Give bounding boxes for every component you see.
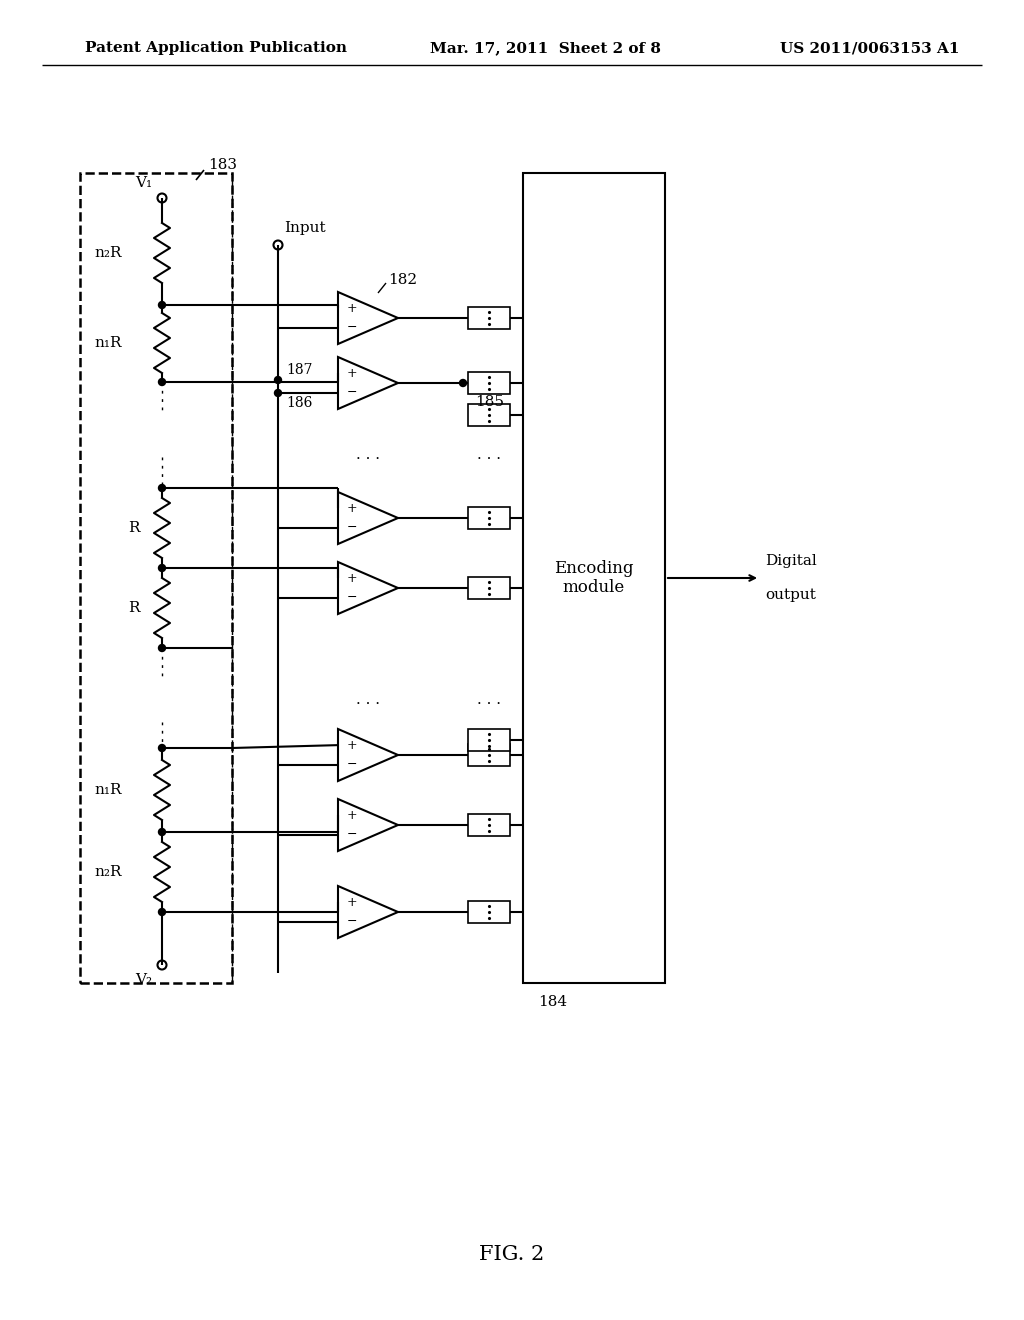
Text: V₂: V₂: [135, 973, 153, 987]
Text: output: output: [765, 587, 816, 602]
Bar: [468, 902, 510, 923]
Text: 187: 187: [286, 363, 312, 378]
Text: −: −: [346, 590, 356, 603]
Text: . . .: . . .: [356, 447, 380, 462]
Text: n₁R: n₁R: [94, 783, 122, 797]
Circle shape: [274, 389, 282, 396]
Text: Digital: Digital: [765, 554, 817, 568]
Text: n₁R: n₁R: [94, 337, 122, 350]
Circle shape: [159, 908, 166, 916]
Text: 184: 184: [538, 995, 567, 1008]
Text: +: +: [346, 739, 356, 752]
Bar: [468, 404, 510, 426]
Text: +: +: [346, 573, 356, 585]
Text: −: −: [346, 758, 356, 771]
Circle shape: [460, 380, 467, 387]
Bar: [468, 507, 510, 529]
Bar: [468, 814, 510, 836]
Text: +: +: [346, 896, 356, 909]
Text: Mar. 17, 2011  Sheet 2 of 8: Mar. 17, 2011 Sheet 2 of 8: [430, 41, 662, 55]
Text: V₁: V₁: [135, 176, 153, 190]
Text: . . .: . . .: [477, 447, 501, 462]
Text: +: +: [346, 809, 356, 822]
Text: +: +: [346, 302, 356, 315]
Circle shape: [274, 376, 282, 384]
Circle shape: [159, 644, 166, 652]
Text: R: R: [128, 601, 140, 615]
Circle shape: [159, 484, 166, 491]
Text: Input: Input: [284, 220, 326, 235]
Bar: [468, 308, 510, 329]
Text: 186: 186: [286, 396, 312, 411]
Text: −: −: [346, 321, 356, 334]
Text: US 2011/0063153 A1: US 2011/0063153 A1: [780, 41, 961, 55]
Text: FIG. 2: FIG. 2: [479, 1246, 545, 1265]
Text: R: R: [128, 521, 140, 535]
Text: . . .: . . .: [356, 693, 380, 708]
Circle shape: [159, 379, 166, 385]
Text: Patent Application Publication: Patent Application Publication: [85, 41, 347, 55]
Text: Encoding
module: Encoding module: [554, 560, 634, 597]
Circle shape: [159, 829, 166, 836]
Text: −: −: [346, 915, 356, 928]
Circle shape: [159, 301, 166, 309]
Circle shape: [159, 565, 166, 572]
Text: n₂R: n₂R: [94, 246, 122, 260]
Text: −: −: [346, 520, 356, 533]
Bar: [80, 173, 232, 983]
Text: +: +: [346, 503, 356, 515]
Text: −: −: [346, 828, 356, 841]
Text: 182: 182: [388, 273, 417, 286]
Bar: [468, 744, 510, 766]
Text: . . .: . . .: [477, 693, 501, 708]
Text: +: +: [346, 367, 356, 380]
Circle shape: [159, 744, 166, 751]
Text: 183: 183: [208, 158, 237, 172]
Bar: [523, 173, 665, 983]
Bar: [468, 372, 510, 393]
Text: 185: 185: [475, 395, 504, 409]
Bar: [468, 577, 510, 599]
Text: −: −: [346, 385, 356, 399]
Text: n₂R: n₂R: [94, 865, 122, 879]
Bar: [468, 729, 510, 751]
